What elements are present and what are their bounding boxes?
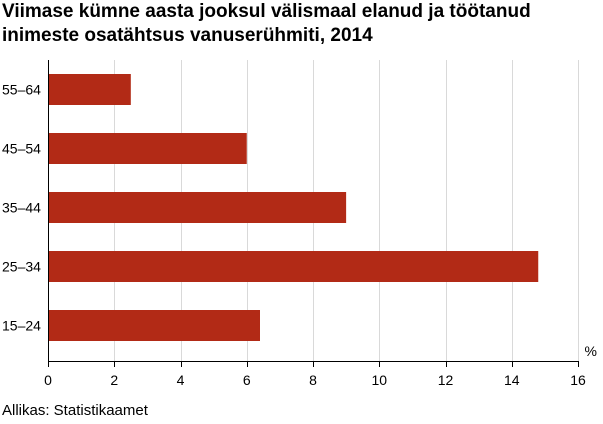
x-tick-label: 16 xyxy=(570,372,586,388)
category-label: 15–24 xyxy=(2,318,41,334)
bar xyxy=(48,310,260,341)
source-note: Allikas: Statistikaamet xyxy=(2,402,148,419)
bar xyxy=(48,133,247,164)
bar xyxy=(48,74,131,105)
category-label: 55–64 xyxy=(2,82,41,98)
category-label: 35–44 xyxy=(2,200,41,216)
x-tick-label: 8 xyxy=(309,372,317,388)
x-tick-label: 0 xyxy=(44,372,52,388)
category-label: 45–54 xyxy=(2,141,41,157)
x-tick-label: 10 xyxy=(371,372,387,388)
bar xyxy=(48,251,539,282)
bar xyxy=(48,192,347,223)
x-tick-label: 14 xyxy=(504,372,520,388)
x-tick-label: 2 xyxy=(110,372,118,388)
x-tick-label: 4 xyxy=(177,372,185,388)
category-label: 25–34 xyxy=(2,259,41,275)
chart-title: Viimase kümne aasta jooksul välismaal el… xyxy=(2,1,531,46)
x-tick-label: 6 xyxy=(243,372,251,388)
x-axis-unit-label: % xyxy=(585,343,597,359)
x-tick-label: 12 xyxy=(438,372,454,388)
